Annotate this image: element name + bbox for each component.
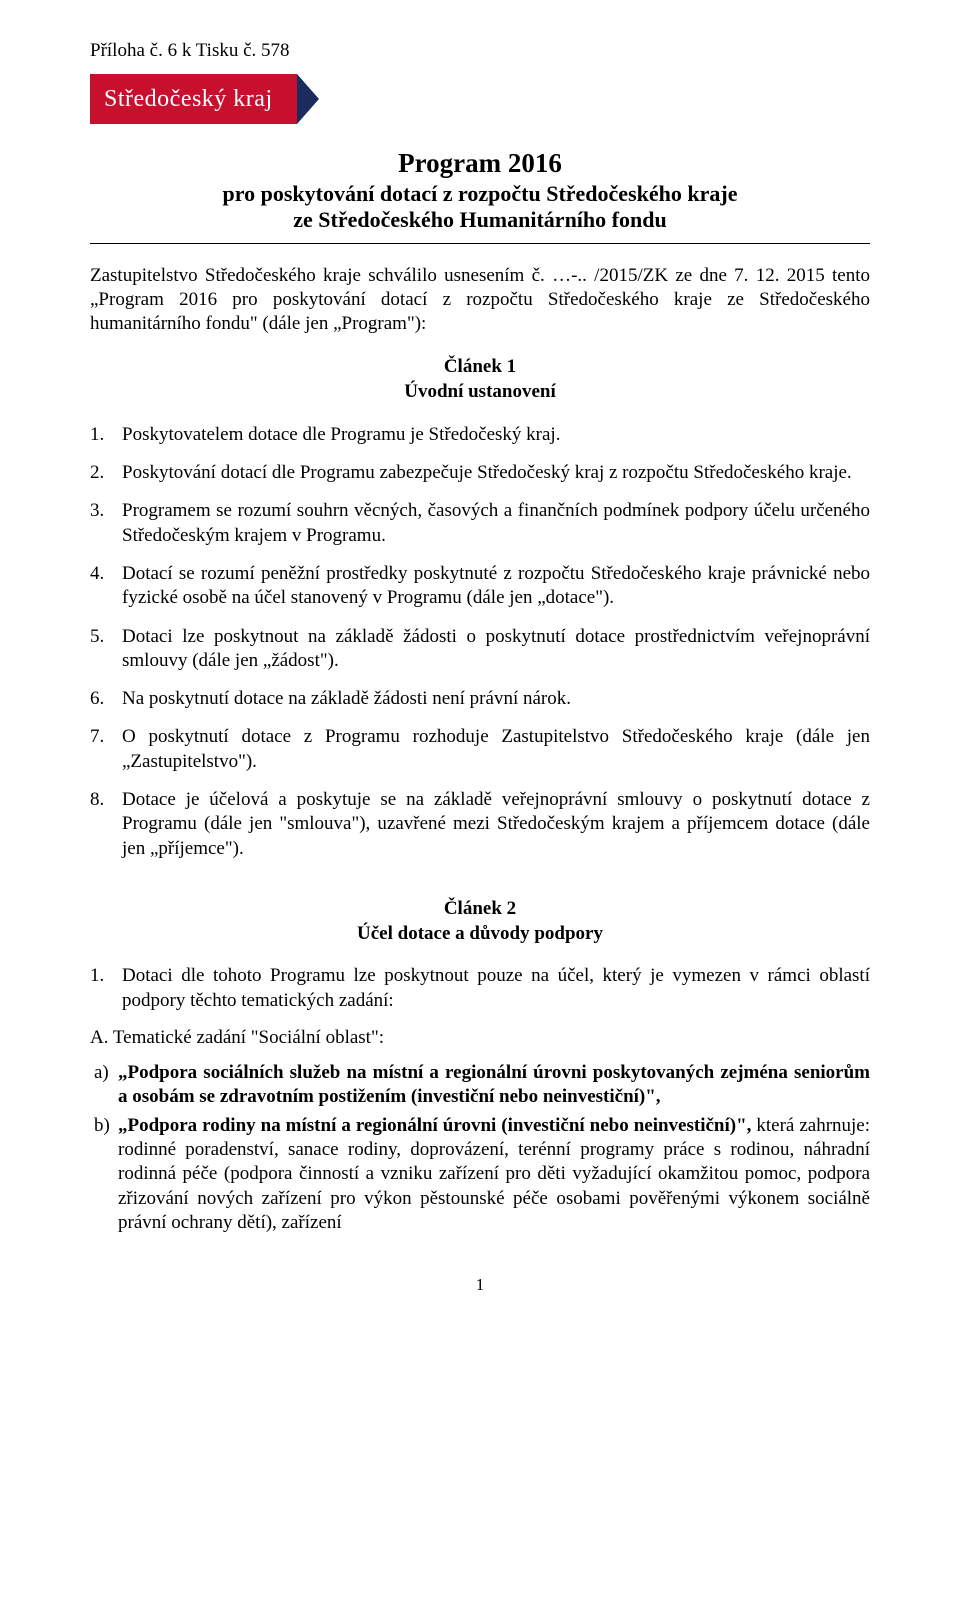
list-item: Dotace je účelová a poskytuje se na zákl… (90, 788, 870, 861)
document-title: Program 2016 pro poskytování dotací z ro… (90, 148, 870, 233)
article2-heading: Článek 2 Účel dotace a důvody podpory (90, 897, 870, 946)
article1-list: Poskytovatelem dotace dle Programu je St… (90, 423, 870, 861)
list-item: Dotaci lze poskytnout na základě žádosti… (90, 625, 870, 674)
sublist-item-a: a)„Podpora sociálních služeb na místní a… (118, 1061, 870, 1110)
banner-arrow-icon (297, 74, 319, 124)
attachment-label: Příloha č. 6 k Tisku č. 578 (90, 40, 870, 62)
intro-paragraph: Zastupitelstvo Středočeského kraje schvá… (90, 264, 870, 335)
title-sub2: ze Středočeského Humanitárního fondu (90, 207, 870, 233)
region-banner: Středočeský kraj (90, 74, 870, 124)
sublist-item-b: b)„Podpora rodiny na místní a regionální… (118, 1114, 870, 1236)
marker-a: a) (94, 1061, 118, 1085)
list-item: Poskytování dotací dle Programu zabezpeč… (90, 461, 870, 485)
list-item: O poskytnutí dotace z Programu rozhoduje… (90, 725, 870, 774)
list-item: Dotací se rozumí peněžní prostředky posk… (90, 562, 870, 611)
section-a-label: A. Tematické zadání "Sociální oblast": (90, 1027, 870, 1049)
article2-list: Dotaci dle tohoto Programu lze poskytnou… (90, 964, 870, 1013)
marker-b: b) (94, 1114, 118, 1138)
title-main: Program 2016 (90, 148, 870, 179)
article2-number: Článek 2 (444, 898, 516, 919)
page-number: 1 (90, 1275, 870, 1295)
list-item: Dotaci dle tohoto Programu lze poskytnou… (90, 964, 870, 1013)
title-divider (90, 243, 870, 244)
article2-title: Účel dotace a důvody podpory (357, 923, 603, 944)
item-a-text: „Podpora sociálních služeb na místní a r… (118, 1062, 870, 1107)
title-sub1: pro poskytování dotací z rozpočtu Středo… (90, 181, 870, 207)
list-item: Poskytovatelem dotace dle Programu je St… (90, 423, 870, 447)
list-item: Programem se rozumí souhrn věcných, časo… (90, 499, 870, 548)
section-a-sublist: a)„Podpora sociálních služeb na místní a… (90, 1061, 870, 1235)
article1-number: Článek 1 (444, 356, 516, 377)
banner-text: Středočeský kraj (90, 74, 297, 124)
list-item: Na poskytnutí dotace na základě žádosti … (90, 687, 870, 711)
article1-heading: Článek 1 Úvodní ustanovení (90, 355, 870, 404)
article1-title: Úvodní ustanovení (404, 381, 556, 402)
item-b-bold: „Podpora rodiny na místní a regionální ú… (118, 1115, 751, 1136)
